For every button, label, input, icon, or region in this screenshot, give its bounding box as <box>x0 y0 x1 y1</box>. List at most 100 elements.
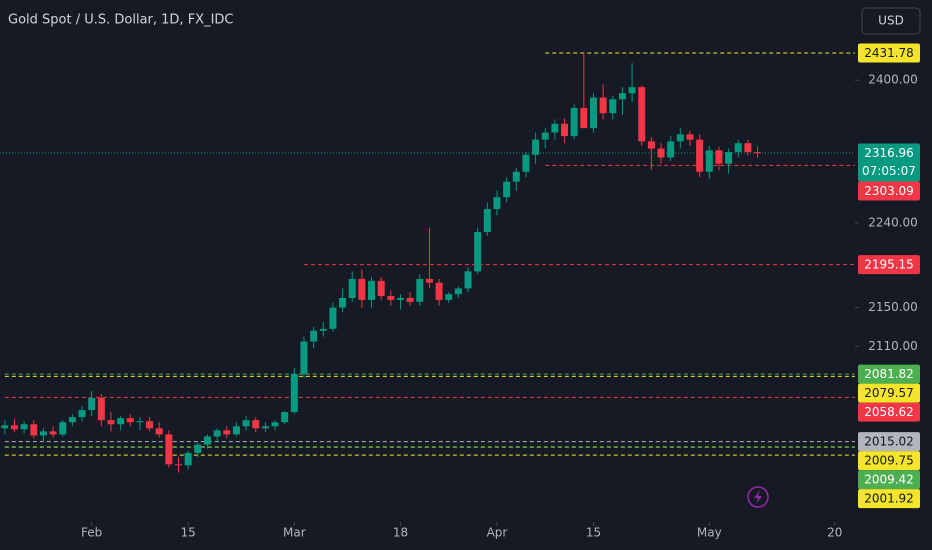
candle-body <box>368 280 376 300</box>
candle-body <box>68 417 76 423</box>
currency-label[interactable]: USD <box>878 14 904 28</box>
price-label-box <box>858 143 920 182</box>
candle-body <box>252 420 260 429</box>
price-label-box <box>858 489 920 509</box>
candle-body <box>39 431 47 436</box>
x-tick-label: Feb <box>81 526 102 540</box>
price-label-box <box>858 402 920 422</box>
candle-body <box>194 444 202 453</box>
candle-body <box>155 428 163 435</box>
price-label: 2303.09 <box>864 184 914 198</box>
y-tick-label: 2400.00 <box>868 73 918 87</box>
candle-body <box>290 374 298 413</box>
candle-body <box>232 426 240 435</box>
candle-body <box>300 341 308 375</box>
candle-body <box>126 418 134 423</box>
candle-body <box>20 424 28 430</box>
candle-body <box>97 397 105 421</box>
candle-body <box>628 87 636 94</box>
candle-body <box>435 282 443 300</box>
candle-body <box>396 297 404 300</box>
price-label: 2015.02 <box>864 435 914 449</box>
candle-body <box>493 197 501 210</box>
candle-body <box>589 97 597 129</box>
candle-body <box>512 171 520 182</box>
candle-body <box>609 99 617 114</box>
candle-body <box>561 123 569 137</box>
price-label: 2081.82 <box>864 367 914 381</box>
y-tick-label: 2110.00 <box>868 339 918 353</box>
candle-body <box>261 426 269 429</box>
candle-body <box>445 294 453 300</box>
x-tick-label: Apr <box>487 526 508 540</box>
candle-body <box>319 328 327 331</box>
price-label-box <box>858 43 920 63</box>
candle-body <box>107 420 115 425</box>
price-label-box <box>858 364 920 384</box>
candle-body <box>358 278 366 300</box>
candle-body <box>184 452 192 466</box>
candle-body <box>271 422 279 427</box>
price-label-box <box>858 451 920 471</box>
candle-body <box>10 425 18 430</box>
candle-body <box>454 288 462 295</box>
candle-body <box>657 148 665 158</box>
candle-body <box>310 330 318 342</box>
x-tick-label: 18 <box>393 526 408 540</box>
candle-body <box>483 209 491 233</box>
candle-body <box>618 93 626 100</box>
candle-body <box>242 420 250 427</box>
price-label-box <box>858 255 920 275</box>
x-tick-label: 20 <box>827 526 842 540</box>
candle-body <box>503 181 511 198</box>
candle-body <box>387 296 395 300</box>
candle-body <box>30 424 38 436</box>
price-label-box <box>858 181 920 201</box>
candle-body <box>696 139 704 172</box>
candle-body <box>348 278 356 298</box>
price-label: 2058.62 <box>864 405 914 419</box>
candle-body <box>165 434 173 465</box>
candle-body <box>725 152 733 164</box>
candle-body <box>464 271 472 289</box>
candle-body <box>406 297 414 302</box>
x-tick-label: May <box>697 526 722 540</box>
candle-body <box>522 154 530 172</box>
candle-body <box>49 431 57 435</box>
candle-body <box>339 297 347 308</box>
candle-body <box>667 141 675 158</box>
countdown-label: 07:05:07 <box>862 164 916 178</box>
candle-body <box>59 422 67 435</box>
candle-body <box>686 134 694 140</box>
candle-body <box>676 134 684 142</box>
price-label-box <box>858 470 920 490</box>
candle-body <box>377 280 385 297</box>
alert-icon[interactable] <box>747 486 769 508</box>
price-label: 2195.15 <box>864 258 914 272</box>
candle-body <box>223 430 231 435</box>
price-label-box <box>858 432 920 452</box>
candle-body <box>1 425 9 429</box>
y-tick-label: 2240.00 <box>868 215 918 229</box>
candle-body <box>416 278 424 302</box>
plot-area <box>0 52 855 473</box>
candle-body <box>705 150 713 172</box>
candle-body <box>425 278 433 283</box>
candle-body <box>638 87 646 142</box>
candle-body <box>213 430 221 437</box>
alert-icon-bolt <box>754 490 762 504</box>
candle-body <box>474 232 482 272</box>
price-label: 2009.75 <box>864 454 914 468</box>
candle-body <box>136 421 144 423</box>
currency-button[interactable] <box>861 7 921 35</box>
price-label-box <box>858 383 920 403</box>
x-tick-label: Mar <box>283 526 306 540</box>
candle-body <box>117 418 125 425</box>
chart-title: Gold Spot / U.S. Dollar, 1D, FX_IDC <box>8 13 234 28</box>
candle-body <box>647 141 655 149</box>
candle-body <box>599 97 607 114</box>
candle-body <box>580 107 588 129</box>
price-label: 2431.78 <box>864 46 914 60</box>
